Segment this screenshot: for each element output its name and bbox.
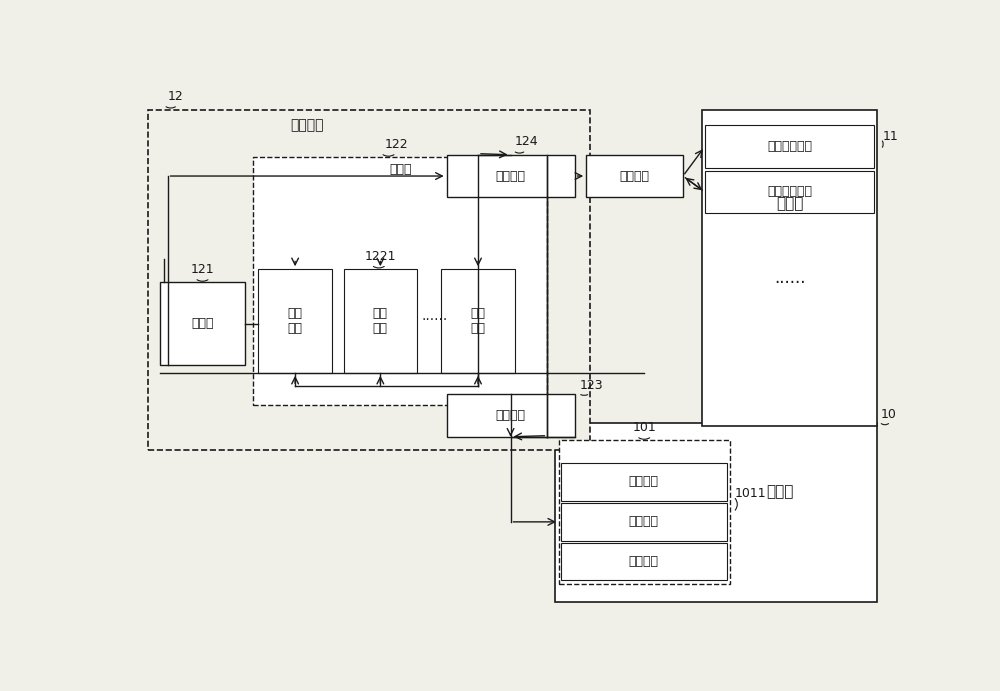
Text: 处理器: 处理器: [767, 484, 794, 499]
Text: 控制器: 控制器: [191, 317, 214, 330]
Bar: [559, 440, 730, 584]
Bar: [148, 110, 590, 450]
Text: 122: 122: [385, 138, 408, 151]
Text: 存储器: 存储器: [776, 196, 803, 211]
Text: ......: ......: [774, 269, 805, 287]
Text: 缓存
单元: 缓存 单元: [288, 307, 303, 335]
Bar: [441, 269, 515, 373]
Text: 11: 11: [882, 130, 898, 142]
Text: 子寄存器: 子寄存器: [629, 556, 659, 568]
Bar: [705, 126, 874, 168]
Bar: [253, 158, 547, 405]
Bar: [555, 424, 877, 602]
Bar: [586, 155, 683, 198]
Bar: [447, 394, 574, 437]
Text: 第二总线: 第二总线: [496, 169, 526, 182]
Text: 第一存储单元: 第一存储单元: [767, 140, 812, 153]
Bar: [447, 155, 574, 198]
Text: ......: ......: [421, 309, 447, 323]
Text: 123: 123: [580, 379, 604, 392]
Text: 1011: 1011: [735, 487, 767, 500]
Bar: [344, 269, 417, 373]
Text: 101: 101: [632, 421, 656, 434]
Text: 子寄存器: 子寄存器: [629, 475, 659, 489]
Text: 第二存储单元: 第二存储单元: [767, 185, 812, 198]
Text: 切换装置: 切换装置: [290, 118, 324, 133]
Text: 缓存
单元: 缓存 单元: [471, 307, 486, 335]
Text: 12: 12: [168, 90, 183, 103]
Bar: [561, 503, 727, 540]
Bar: [702, 110, 877, 426]
Bar: [160, 283, 245, 365]
Bar: [705, 171, 874, 214]
Text: 121: 121: [191, 263, 214, 276]
Text: 10: 10: [881, 408, 896, 421]
Bar: [258, 269, 332, 373]
Text: 124: 124: [514, 135, 538, 149]
Text: 缓存器: 缓存器: [389, 162, 411, 176]
Text: 1221: 1221: [365, 249, 396, 263]
Text: 系统总线: 系统总线: [620, 169, 650, 182]
Bar: [561, 464, 727, 500]
Text: 第一总线: 第一总线: [496, 409, 526, 422]
Text: 缓存
单元: 缓存 单元: [373, 307, 388, 335]
Text: 子寄存器: 子寄存器: [629, 515, 659, 529]
Bar: [561, 543, 727, 580]
